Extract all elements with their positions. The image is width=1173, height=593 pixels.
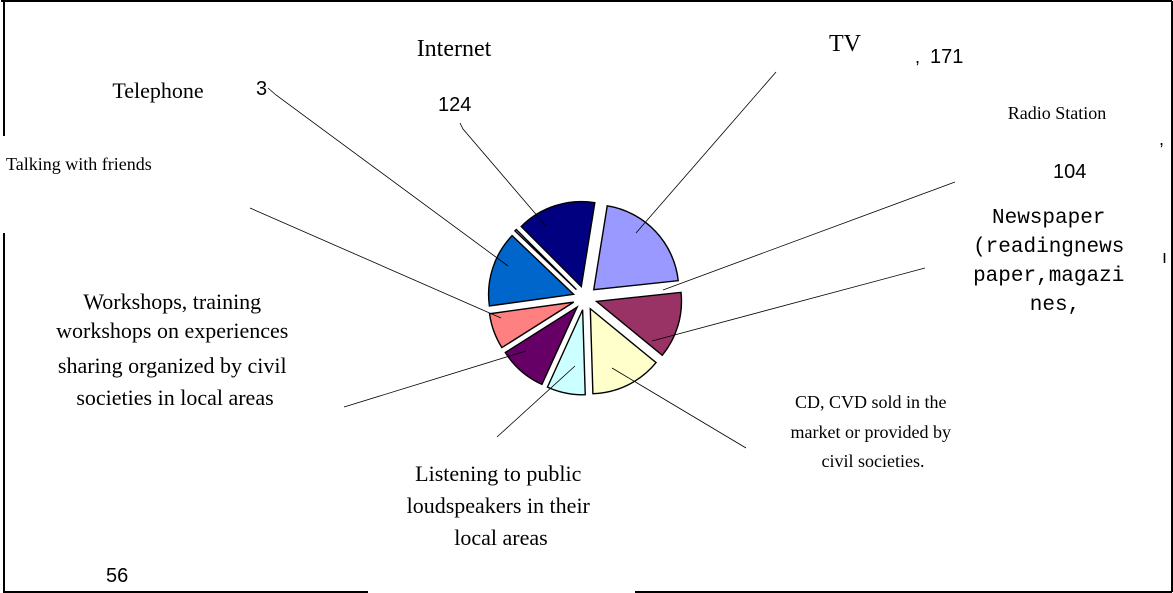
pie-slice-internet [520, 200, 596, 289]
leader-newspaper [651, 267, 926, 342]
label-newspaper-line-4: nes, [1030, 294, 1080, 317]
value-label-internet: 124 [438, 94, 471, 116]
pie-slices [487, 200, 683, 396]
label-talking-with-friends: Talking with friends [6, 154, 152, 174]
pie-slice-listening-to-public-loudspeakers-in-thei [504, 305, 579, 386]
label-newspaper-line-1: Newspaper [992, 207, 1105, 230]
leader-talking [249, 207, 502, 319]
label-loudspeakers-line-1: Listening to public [415, 461, 581, 486]
label-loudspeakers-line-3: local areas [454, 525, 547, 550]
leader-tv [635, 71, 777, 234]
label-tv: TV [829, 31, 862, 57]
label-newspaper-line-2: (readingnews [973, 236, 1124, 259]
leader-workshops [343, 350, 527, 408]
leader-internet [459, 122, 547, 227]
label-loudspeakers-line-2: loudspeakers in their [407, 493, 591, 518]
label-cd-cvd: CD, CVD sold in the market or provided b… [791, 392, 956, 471]
value-label-workshops: 56 [106, 565, 128, 587]
pie-slice-radio-station [594, 291, 683, 357]
mark-tick-radio: , [1159, 129, 1164, 149]
label-cd-line-3: civil societies. [822, 451, 925, 471]
value-label-telephone: 3 [256, 78, 267, 100]
label-workshops-line-2: workshops on experiences [56, 318, 288, 343]
pie-slice-cd-cvd-sold-in-the-market-or-provided-by [546, 309, 586, 396]
leader-loudspeakers [496, 365, 576, 438]
pie-slice-tv [592, 205, 679, 291]
label-loudspeakers: Listening to public loudspeakers in thei… [407, 461, 596, 550]
label-newspaper-line-3: paper,magazi [973, 265, 1124, 288]
label-internet: Internet [417, 36, 492, 62]
label-cd-line-1: CD, CVD sold in the [795, 392, 947, 412]
leader-telephone [267, 87, 509, 267]
label-workshops: Workshops, training workshops on experie… [56, 289, 294, 410]
leader-radio-station [662, 181, 956, 291]
label-radio-station: Radio Station [1008, 103, 1107, 123]
leader-lines [249, 71, 956, 449]
value-label-tv: 171 [930, 46, 963, 68]
label-newspaper: Newspaper (readingnews paper,magazi nes, [973, 207, 1137, 317]
mark-tick-newspaper: ı [1162, 247, 1167, 267]
pie-slice-telephone [513, 228, 577, 291]
label-workshops-line-1: Workshops, training [83, 289, 261, 314]
value-label-radio-station: 104 [1053, 161, 1086, 183]
label-cd-line-2: market or provided by [791, 422, 951, 442]
pie-slice-talking-with-friends [487, 234, 576, 307]
pie-slice-workshops-training-workshops-on-experien [488, 301, 575, 349]
pie-slice-newspaper-readingnewspaper-magazines [589, 307, 658, 395]
mark-comma: , [915, 47, 920, 67]
leader-cd [611, 367, 747, 449]
label-workshops-line-3: sharing organized by civil [58, 353, 287, 378]
label-workshops-line-4: societies in local areas [76, 385, 273, 410]
label-telephone: Telephone [112, 78, 203, 103]
